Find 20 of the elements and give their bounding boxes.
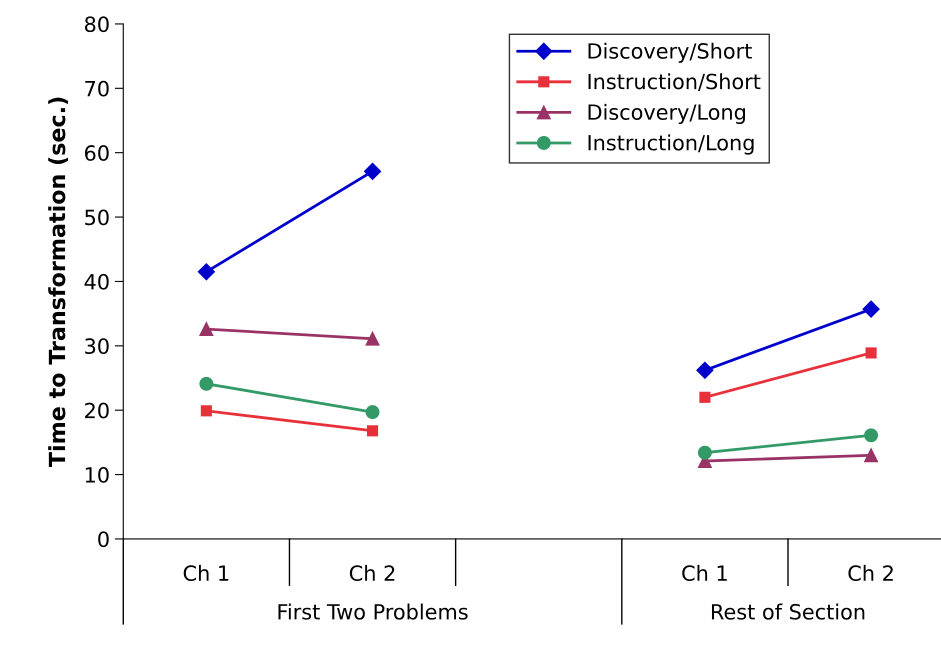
y-tick-label: 30 bbox=[85, 338, 109, 354]
legend-label: Discovery/Short bbox=[588, 42, 752, 63]
x-tick-label: Ch 1 bbox=[184, 564, 228, 582]
y-axis-title: Time to Transformation (sec.) bbox=[48, 98, 68, 468]
text: Rest of Section bbox=[712, 604, 864, 620]
text: First Two Problems bbox=[278, 604, 468, 620]
legend-label: Instruction/Short bbox=[588, 73, 760, 92]
legend-label: Discovery/Long bbox=[588, 104, 745, 124]
y-tick-label: 50 bbox=[85, 210, 109, 226]
y-tick-label: 0 bbox=[98, 531, 109, 548]
y-tick-label: 40 bbox=[84, 274, 109, 290]
y-tick-label: 10 bbox=[86, 467, 109, 483]
y-tick-label: 60 bbox=[85, 145, 109, 161]
x-tick-label: Ch 2 bbox=[848, 564, 893, 582]
x-tick-label: Ch 1 bbox=[682, 564, 727, 582]
y-tick-label: 20 bbox=[85, 402, 109, 418]
y-tick-label: 80 bbox=[84, 16, 109, 32]
legend-label: Instruction/Long bbox=[588, 134, 754, 155]
y-tick-label: 70 bbox=[85, 80, 109, 97]
x-tick-label: Ch 2 bbox=[350, 564, 394, 582]
